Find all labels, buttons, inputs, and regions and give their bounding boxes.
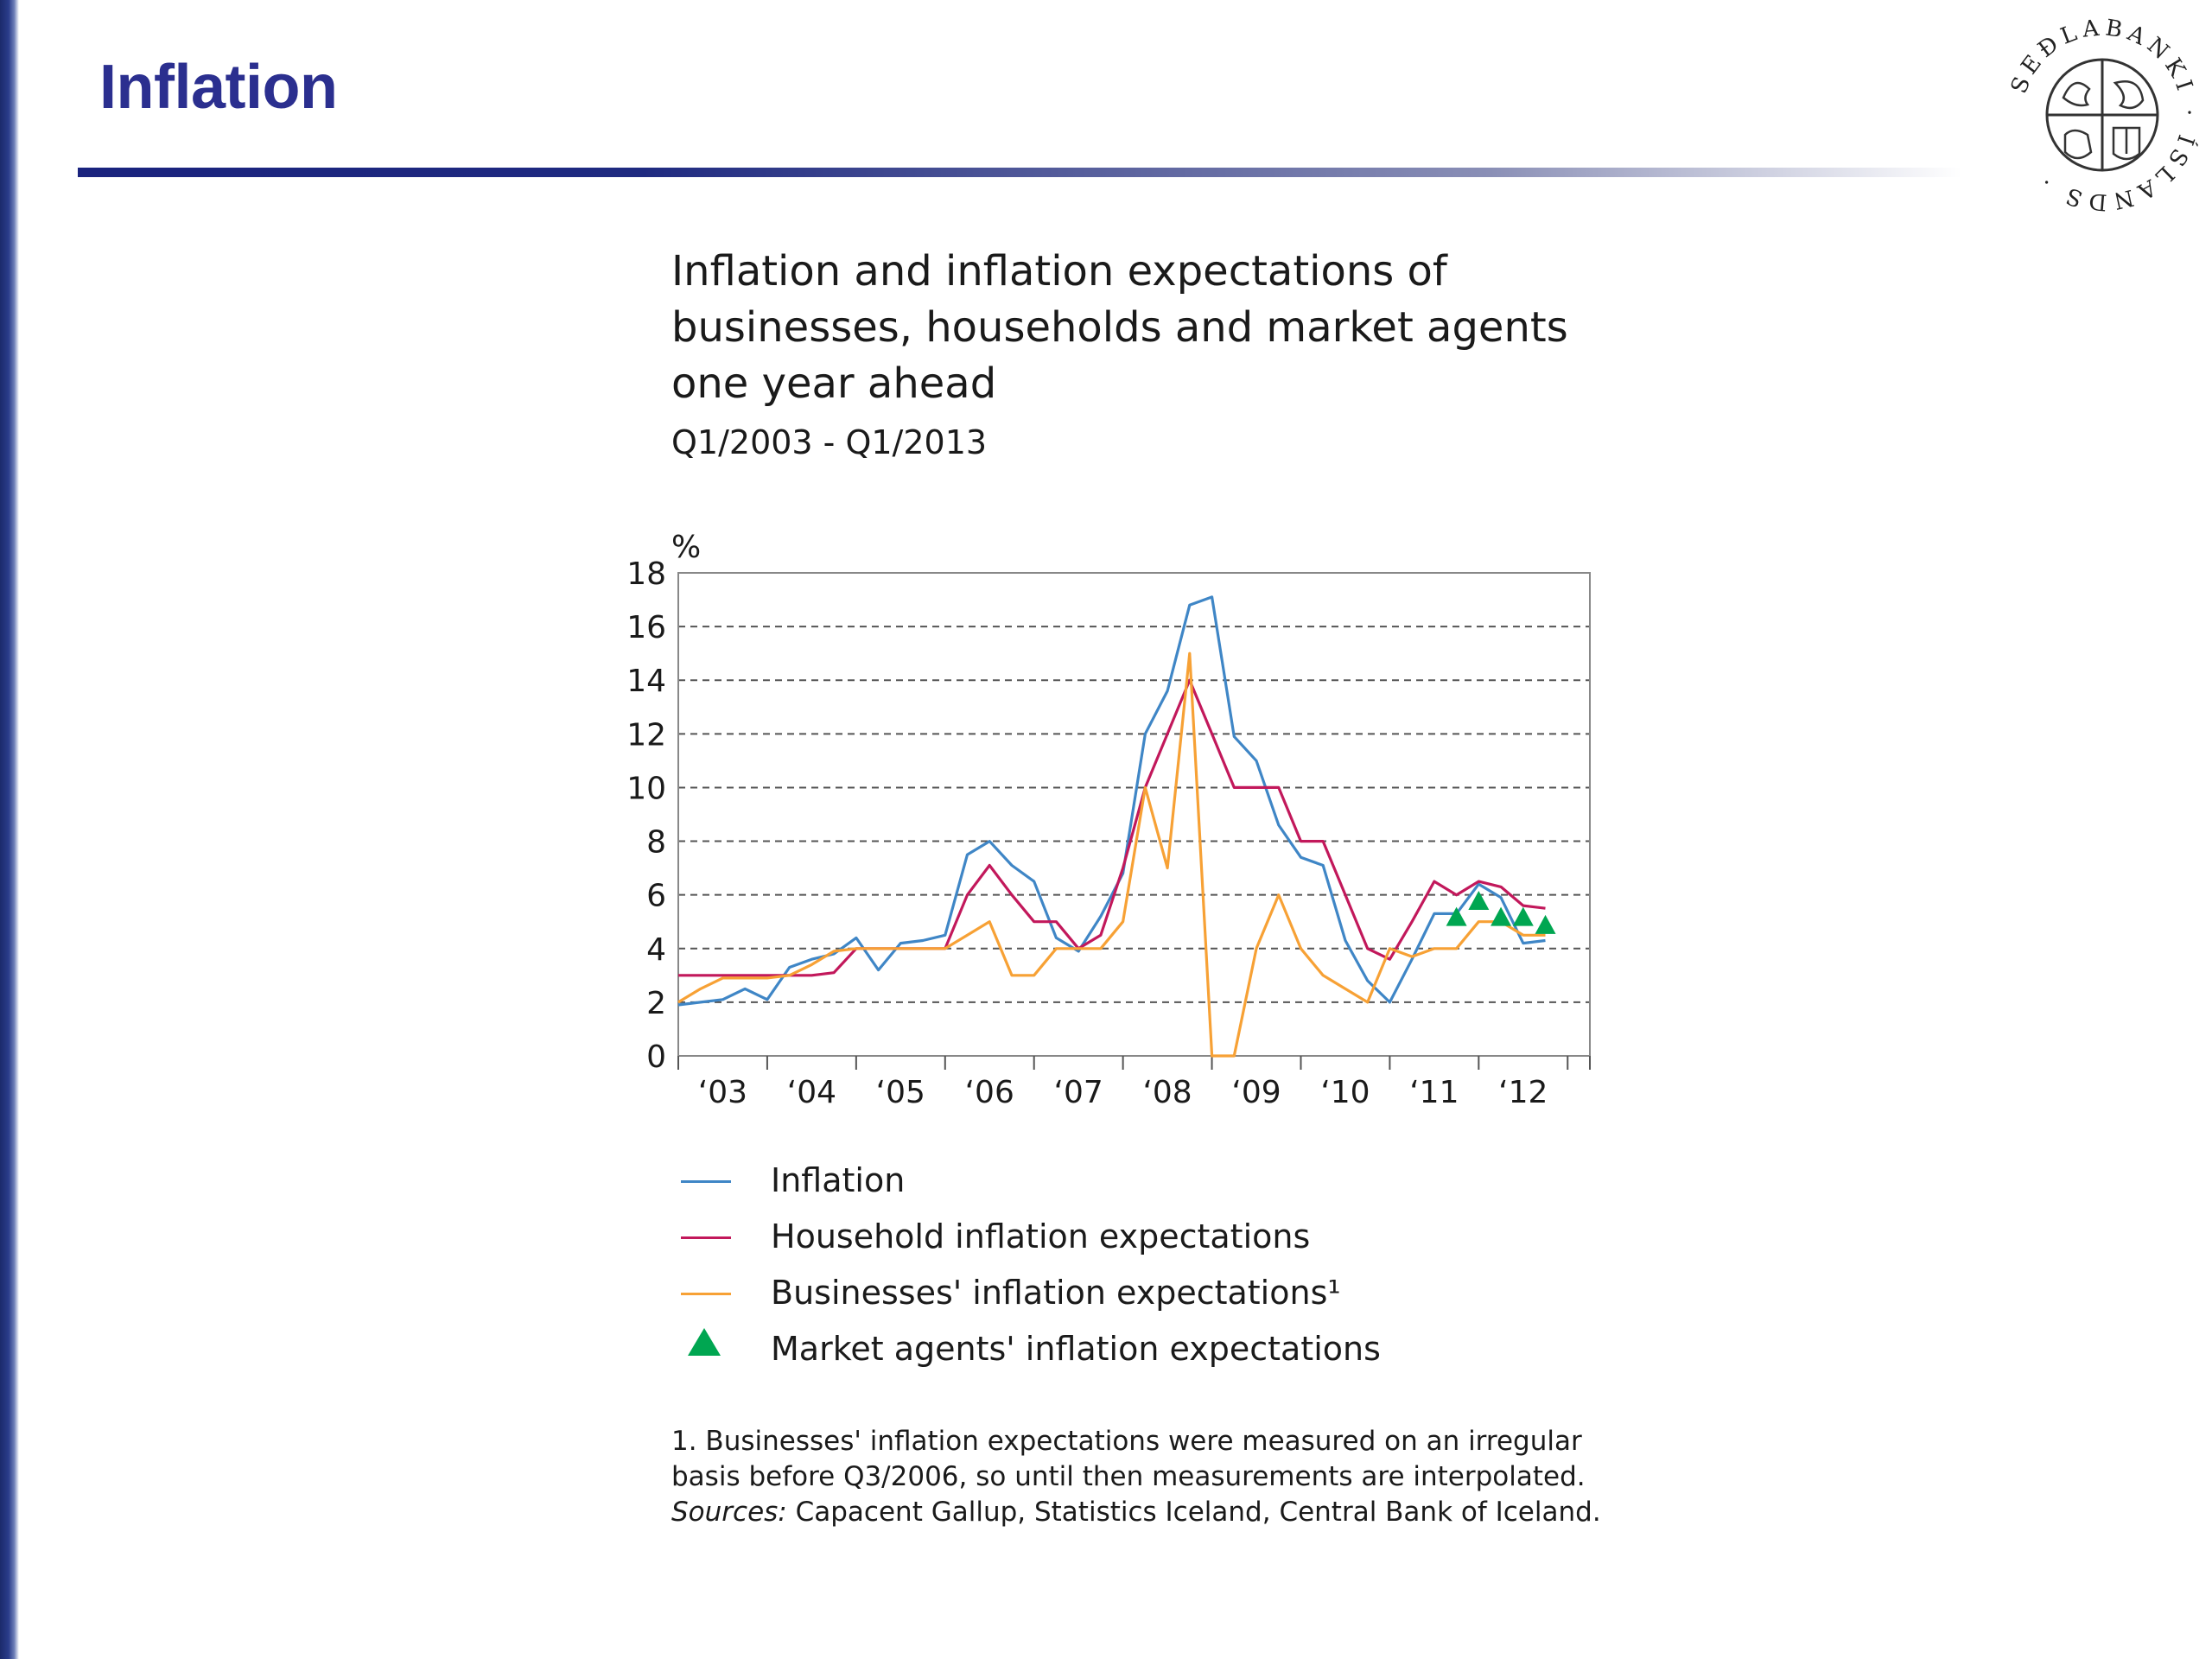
central-bank-seal-logo: SEÐLABANKI · ÍSLANDS ·	[2006, 16, 2196, 214]
legend-label: Household inflation expectations	[771, 1217, 1311, 1255]
sources-label: Sources:	[671, 1497, 787, 1528]
left-edge-stripe	[0, 0, 19, 1659]
x-tick-label-2008: ‘08	[1142, 1075, 1192, 1110]
chart-title: Inflation and inflation expectations of …	[671, 247, 1568, 408]
footnote-note: 1. Businesses' inflation expectations we…	[671, 1426, 1586, 1492]
y-tick-label-12: 12	[626, 717, 666, 753]
y-axis-label: %	[671, 530, 701, 565]
plot-frame	[677, 572, 1591, 1057]
y-tick-label-18: 18	[626, 556, 666, 592]
x-tick-label-2005: ‘05	[876, 1075, 925, 1110]
y-tick-label-14: 14	[626, 664, 666, 699]
legend-triangle-marker	[688, 1328, 721, 1356]
sources-text: Capacent Gallup, Statistics Iceland, Cen…	[795, 1497, 1601, 1528]
legend-line-swatch	[681, 1293, 731, 1295]
x-tick-label-2007: ‘07	[1054, 1075, 1103, 1110]
y-tick-label-10: 10	[626, 771, 666, 806]
y-tick-label-8: 8	[646, 825, 666, 861]
legend-item-inflation: Inflation	[674, 1160, 1538, 1216]
legend-label: Inflation	[771, 1161, 906, 1199]
y-tick-label-0: 0	[646, 1039, 666, 1075]
legend-line-swatch	[681, 1236, 731, 1239]
legend-label: Businesses' inflation expectations¹	[771, 1274, 1341, 1312]
title-rule	[78, 168, 1961, 177]
legend-line-swatch	[681, 1180, 731, 1183]
legend-label: Market agents' inflation expectations	[771, 1330, 1381, 1368]
x-tick-label-2004: ‘04	[787, 1075, 836, 1110]
x-tick-label-2006: ‘06	[965, 1075, 1014, 1110]
x-tick-label-2011: ‘11	[1409, 1075, 1459, 1110]
series-lines	[677, 595, 1546, 1058]
marker-market-agents-inflation-expectations-1	[1468, 890, 1490, 910]
footnote-sources: Sources: Capacent Gallup, Statistics Ice…	[671, 1495, 1622, 1530]
y-tick-label-16: 16	[626, 610, 666, 645]
line-chart: 0 2 4 6 8 10 12 14 16 18 ‘03 ‘04 ‘05 ‘06 ‘07 ‘08 ‘09 ‘10 ‘…	[626, 530, 1591, 1110]
series-markers	[1446, 890, 1556, 934]
grid-lines	[678, 626, 1590, 1003]
marker-market-agents-inflation-expectations-0	[1446, 906, 1467, 926]
x-tick-label-2003: ‘03	[698, 1075, 747, 1110]
series-line-businesses-inflation-expectations	[677, 652, 1546, 1058]
legend-item-household-inflation-expectations: Household inflation expectations	[674, 1216, 1538, 1272]
x-tick-label-2010: ‘10	[1320, 1075, 1370, 1110]
chart-subtitle: Q1/2003 - Q1/2013	[671, 423, 988, 461]
x-tick-label-2009: ‘09	[1231, 1075, 1281, 1110]
series-line-household-inflation-expectations	[678, 678, 1546, 977]
marker-market-agents-inflation-expectations-3	[1512, 906, 1534, 926]
axes: 0 2 4 6 8 10 12 14 16 18 ‘03 ‘04 ‘05 ‘06 ‘07 ‘08 ‘09 ‘10 ‘…	[626, 556, 1591, 1110]
legend-item-market-agents-inflation-expectations: Market agents' inflation expectations	[674, 1328, 1538, 1384]
slide-title: Inflation	[99, 53, 338, 122]
marker-market-agents-inflation-expectations-2	[1491, 906, 1512, 926]
y-tick-label-2: 2	[646, 986, 666, 1021]
legend-item-businesses-inflation-expectations: Businesses' inflation expectations¹	[674, 1272, 1538, 1328]
y-tick-label-4: 4	[646, 932, 666, 968]
marker-market-agents-inflation-expectations-4	[1535, 914, 1556, 934]
series-line-inflation	[677, 595, 1546, 1007]
y-tick-label-6: 6	[646, 879, 666, 914]
chart-legend: Inflation Household inflation expectation…	[674, 1160, 1538, 1384]
chart-footnote: 1. Businesses' inflation expectations we…	[671, 1424, 1622, 1530]
x-tick-label-2012: ‘12	[1498, 1075, 1548, 1110]
